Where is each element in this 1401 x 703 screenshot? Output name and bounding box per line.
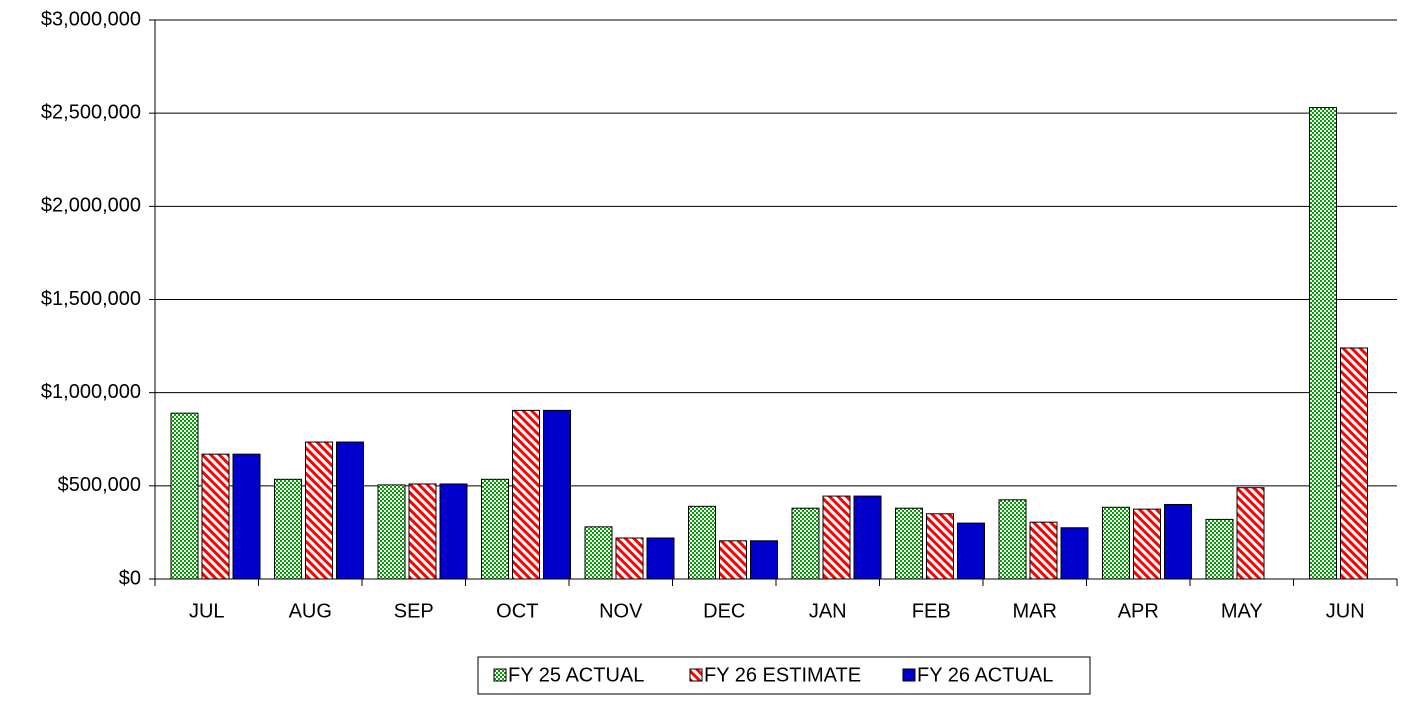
bar	[1164, 503, 1192, 580]
legend-box	[477, 656, 1091, 695]
bar	[439, 483, 468, 580]
bar	[408, 483, 437, 580]
y-tick-label: $1,000,000	[41, 381, 141, 403]
x-tick-label: NOV	[599, 600, 643, 622]
bar	[1060, 527, 1089, 580]
bar	[1205, 518, 1234, 580]
bar	[791, 507, 820, 580]
bar	[926, 513, 954, 580]
x-tick-label: APR	[1118, 600, 1159, 622]
y-tick-label: $2,500,000	[41, 101, 141, 123]
x-tick-label: AUG	[289, 600, 332, 622]
x-tick-label: FEB	[912, 600, 951, 622]
bar	[1029, 521, 1058, 580]
bar	[305, 441, 333, 580]
bar	[170, 412, 199, 580]
bar	[615, 537, 644, 580]
bar	[1309, 107, 1337, 580]
y-tick-label: $500,000	[58, 474, 141, 496]
y-tick-label: $0	[119, 567, 141, 589]
x-tick-label: MAY	[1221, 600, 1263, 622]
y-tick-label: $1,500,000	[41, 288, 141, 310]
x-tick-label: SEP	[394, 600, 434, 622]
bar	[584, 526, 613, 580]
legend-label: FY 26 ACTUAL	[917, 664, 1053, 686]
bar	[1102, 506, 1130, 580]
legend-label: FY 25 ACTUAL	[508, 664, 644, 686]
legend: FY 25 ACTUAL FY 26 ESTIMATE FY 26 ACTUAL	[477, 656, 1091, 695]
bar	[719, 540, 747, 580]
bar	[232, 453, 261, 580]
bar	[646, 537, 675, 580]
bar	[822, 495, 851, 580]
x-tick-label: JUL	[189, 600, 225, 622]
bar	[543, 409, 571, 580]
legend-swatch	[689, 668, 703, 682]
y-tick-label: $3,000,000	[41, 8, 141, 30]
bar	[336, 441, 364, 580]
bar	[750, 540, 778, 580]
bar	[895, 507, 923, 580]
bar	[512, 409, 540, 580]
bar	[1340, 347, 1368, 580]
bar	[1133, 508, 1161, 580]
bar	[274, 478, 302, 580]
y-tick-label: $2,000,000	[41, 195, 141, 217]
x-tick-label: MAR	[1013, 600, 1057, 622]
bar	[481, 478, 509, 580]
bar	[957, 522, 985, 580]
bar	[688, 505, 716, 580]
x-tick-label: OCT	[496, 600, 538, 622]
x-tick-label: JAN	[809, 600, 847, 622]
legend-swatch	[493, 668, 507, 682]
bar	[998, 499, 1027, 580]
bar	[1236, 487, 1265, 580]
legend-swatch	[902, 668, 916, 682]
legend-label: FY 26 ESTIMATE	[704, 664, 861, 686]
x-tick-label: JUN	[1326, 600, 1365, 622]
bar	[377, 484, 406, 580]
x-tick-label: DEC	[703, 600, 745, 622]
bar	[853, 495, 882, 580]
bar	[201, 453, 230, 580]
